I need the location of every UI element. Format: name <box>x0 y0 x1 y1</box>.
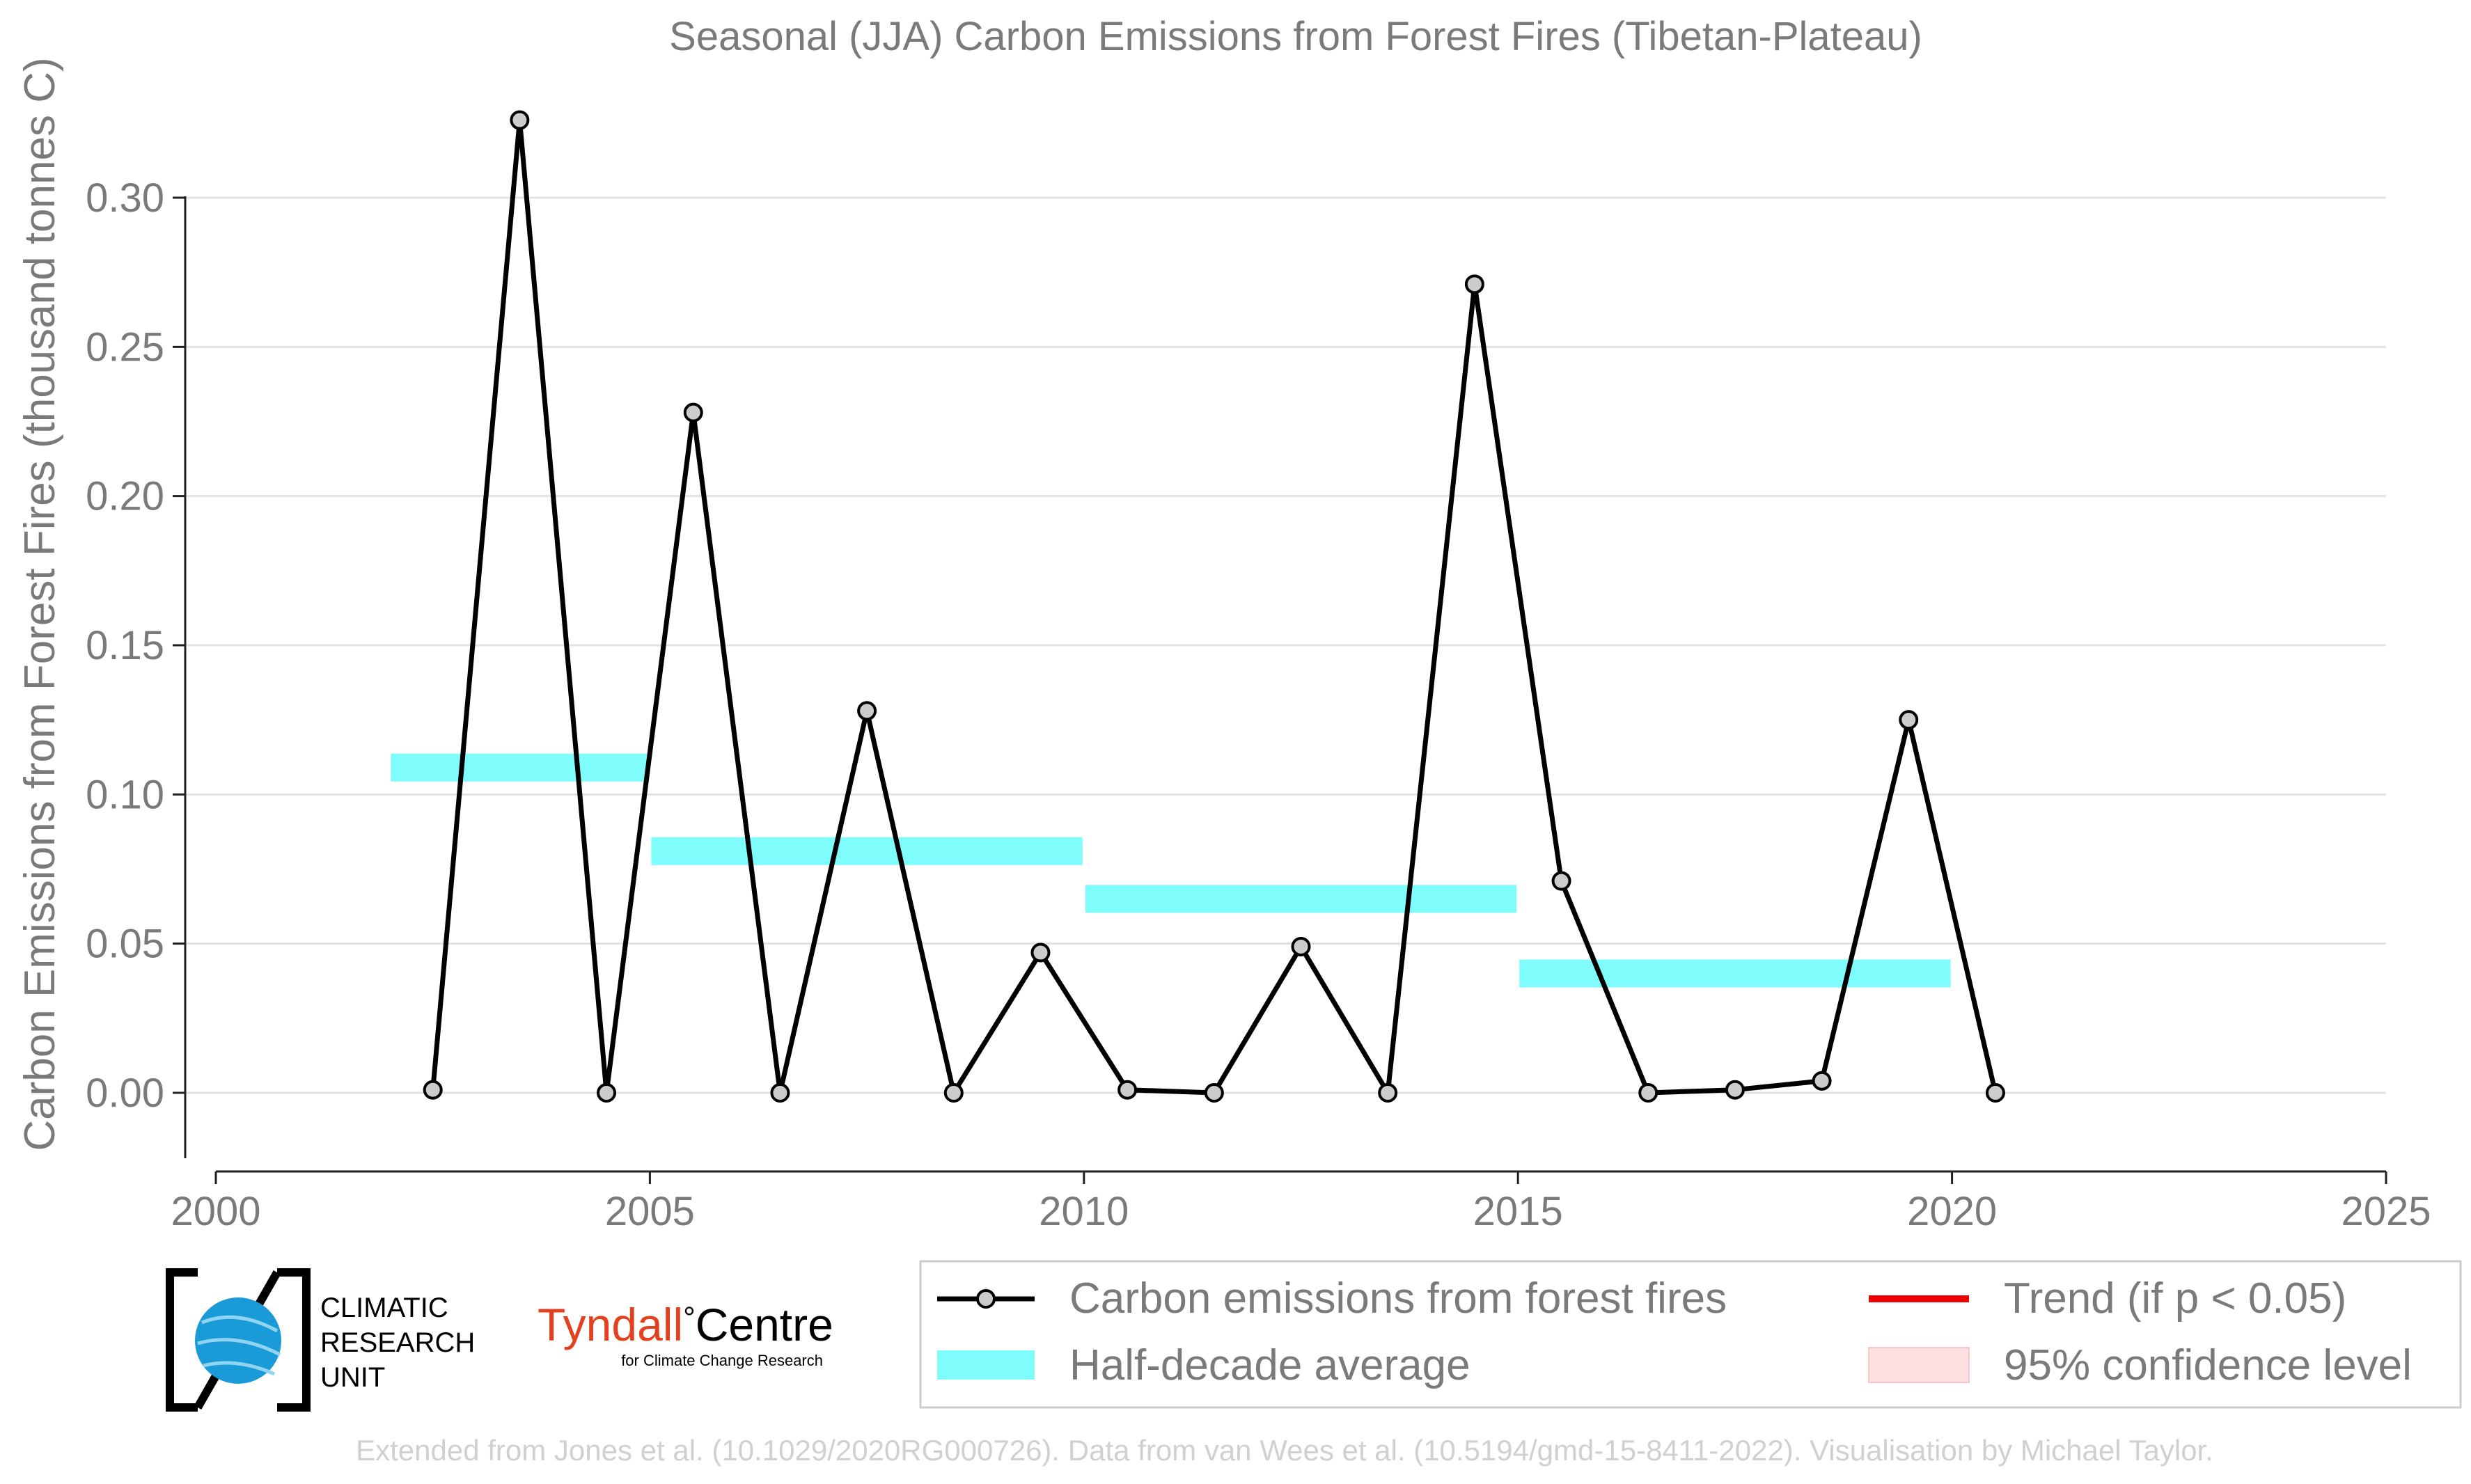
x-axis-ticks: 2000 2005 2010 2015 2020 2025 <box>171 1171 2431 1234</box>
half-decade-band <box>1085 885 1517 913</box>
half-decade-average-series <box>391 753 1951 988</box>
series-line <box>430 118 1998 1096</box>
legend-label-confidence: 95% confidence level <box>2004 1341 2412 1389</box>
tyndall-logo-name-part1: Tyndall <box>538 1299 683 1350</box>
legend-label-emissions: Carbon emissions from forest fires <box>1069 1274 1727 1323</box>
data-point <box>943 1083 964 1103</box>
tyndall-logo-name: Tyndall°Centre <box>538 1299 833 1350</box>
y-tick-label: 0.30 <box>86 175 164 221</box>
y-tick-label: 0.00 <box>86 1071 164 1116</box>
data-point <box>1291 936 1311 956</box>
half-decade-band <box>651 837 1083 865</box>
grid-lines <box>185 196 2386 1094</box>
legend-band-icon <box>937 1350 1035 1380</box>
x-tick-label: 2020 <box>1907 1189 1997 1234</box>
tyndall-logo: Tyndall°Centre for Climate Change Resear… <box>538 1299 833 1369</box>
data-point <box>1551 871 1571 891</box>
y-tick-label: 0.15 <box>86 623 164 668</box>
data-point <box>1725 1080 1745 1100</box>
tyndall-logo-subtitle: for Climate Change Research <box>621 1352 823 1369</box>
data-point <box>597 1083 617 1103</box>
data-point <box>1899 710 1919 730</box>
data-point <box>770 1083 790 1103</box>
y-axis-label: Carbon Emissions from Forest Fires (thou… <box>16 57 64 1151</box>
cru-logo-text-line1: CLIMATIC <box>320 1293 448 1323</box>
legend-label-half-decade: Half-decade average <box>1069 1341 1470 1389</box>
data-point <box>1030 942 1051 963</box>
data-point <box>1378 1083 1398 1103</box>
cru-logo-text-line3: UNIT <box>320 1362 385 1393</box>
data-point <box>1638 1083 1658 1103</box>
data-point <box>1985 1083 2005 1103</box>
half-decade-band <box>1519 959 1951 988</box>
data-point <box>1812 1071 1832 1091</box>
data-point <box>423 1080 443 1100</box>
legend-label-trend: Trend (if p < 0.05) <box>2004 1274 2346 1323</box>
data-point <box>510 110 530 130</box>
cru-logo: CLIMATIC RESEARCH UNIT <box>166 1268 475 1412</box>
y-tick-label: 0.10 <box>86 772 164 817</box>
tyndall-logo-name-part2: Centre <box>696 1299 833 1350</box>
cru-logo-frame <box>166 1268 311 1412</box>
cru-logo-text-line2: RESEARCH <box>320 1327 475 1358</box>
data-point <box>857 701 877 721</box>
y-tick-label: 0.05 <box>86 922 164 967</box>
chart-title: Seasonal (JJA) Carbon Emissions from For… <box>669 14 1922 59</box>
y-tick-label: 0.20 <box>86 474 164 519</box>
x-tick-label: 2005 <box>605 1189 695 1234</box>
data-point <box>1204 1083 1224 1103</box>
data-point <box>1464 274 1484 294</box>
legend-box <box>919 1260 2462 1409</box>
footer-credit: Extended from Jones et al. (10.1029/2020… <box>356 1434 2213 1467</box>
half-decade-band <box>391 753 649 782</box>
x-tick-label: 2025 <box>2341 1189 2431 1234</box>
cru-globe-lines <box>197 1315 281 1376</box>
data-point <box>1117 1080 1138 1100</box>
legend-confidence-icon <box>1868 1347 1970 1383</box>
x-tick-label: 2000 <box>171 1189 260 1234</box>
legend-marker-icon <box>976 1289 996 1309</box>
y-axis-ticks: 0.00 0.05 0.10 0.15 0.20 0.25 0.30 <box>86 175 185 1116</box>
x-tick-label: 2015 <box>1473 1189 1563 1234</box>
legend: Carbon emissions from forest fires Half-… <box>919 1260 2462 1409</box>
data-point <box>683 402 703 423</box>
emissions-series <box>423 110 2005 1103</box>
tyndall-logo-degree: ° <box>683 1301 696 1335</box>
plot-area: 0.00 0.05 0.10 0.15 0.20 0.25 0.30 2000 2005 201… <box>86 110 2431 1234</box>
y-tick-label: 0.25 <box>86 324 164 370</box>
x-tick-label: 2010 <box>1039 1189 1129 1234</box>
